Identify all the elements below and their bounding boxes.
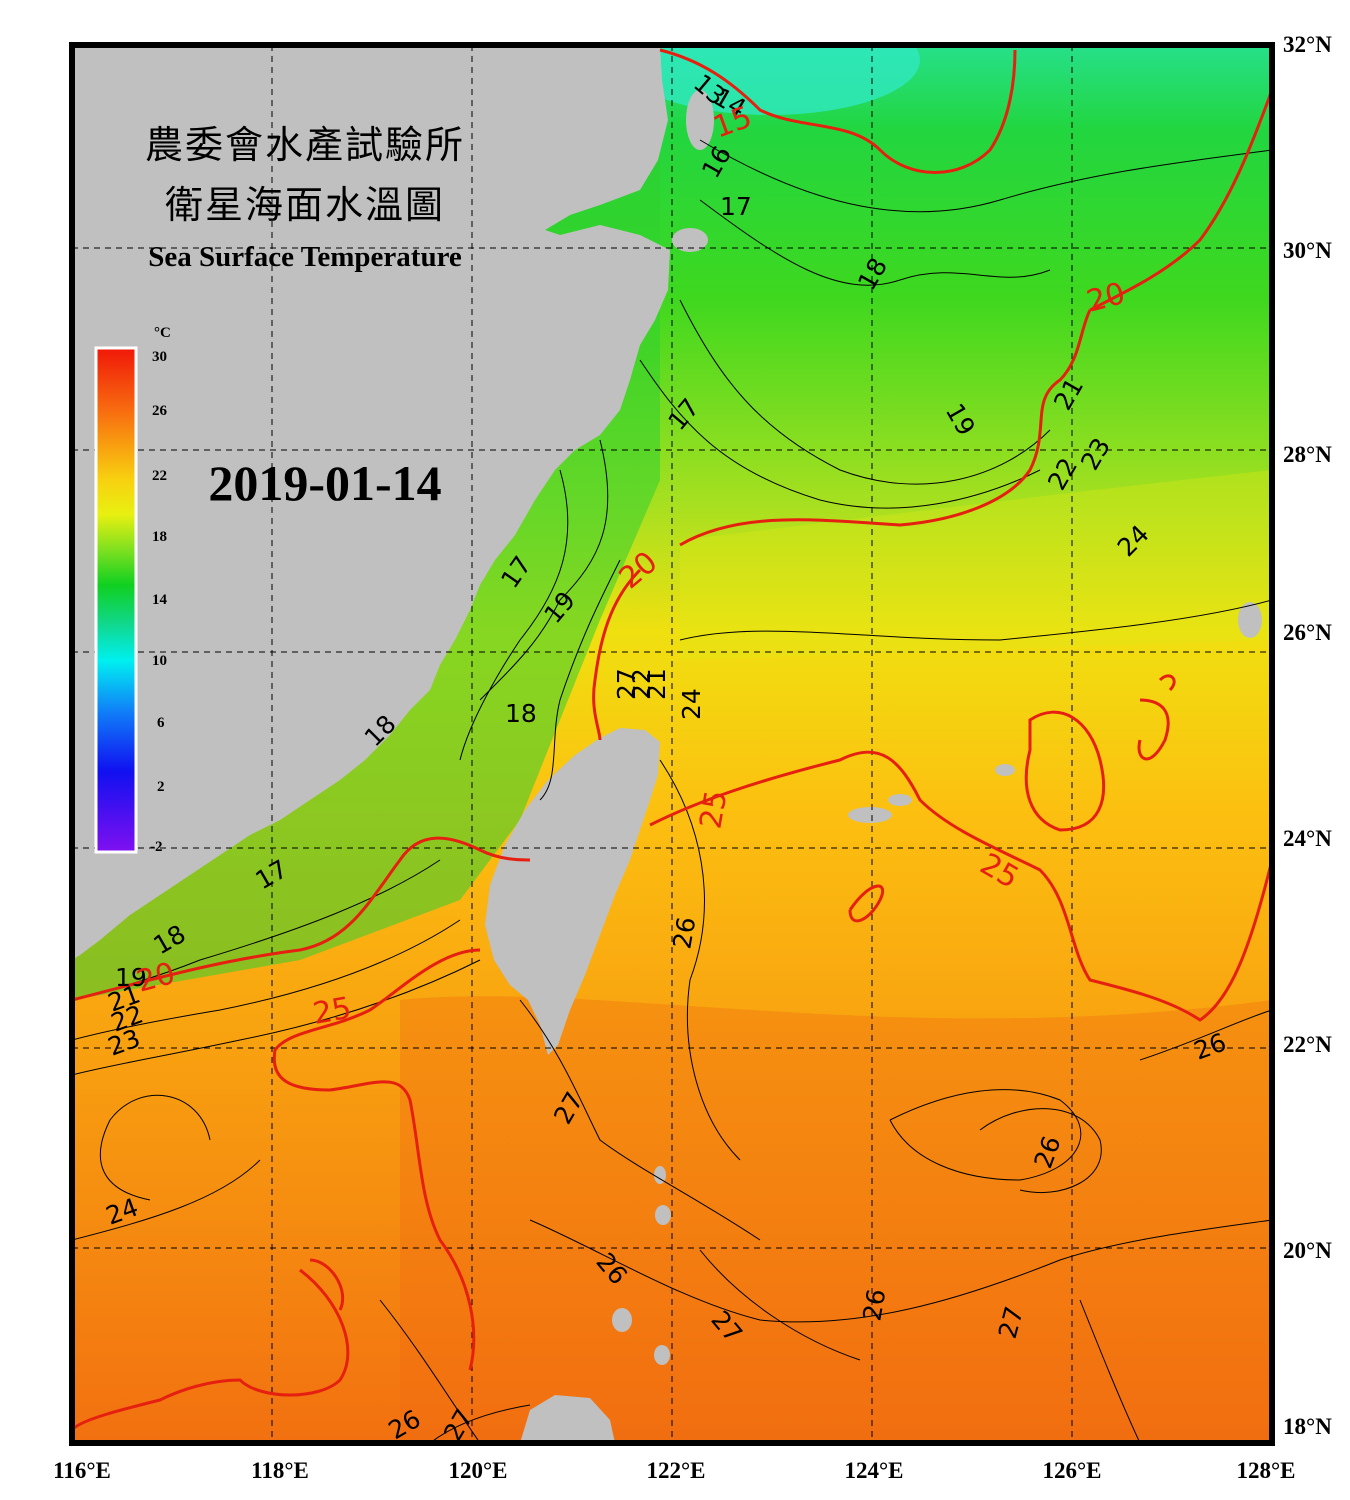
color-scale-tick: 6: [157, 715, 165, 731]
color-scale-tick: 26: [152, 403, 168, 419]
lat-label: 28°N: [1283, 442, 1332, 467]
island-small: [848, 807, 892, 823]
title-line-1: 農委會水產試驗所: [145, 123, 465, 167]
island-small: [654, 1166, 666, 1184]
contour-label: 26: [857, 1287, 891, 1323]
contour-label: 17: [720, 192, 752, 221]
contour-label-major: 25: [310, 991, 354, 1032]
color-scale-tick: 18: [152, 529, 167, 545]
color-scale-unit: °C: [154, 325, 171, 341]
island-small: [995, 764, 1015, 776]
map-title: 農委會水產試驗所 衛星海面水溫圖 Sea Surface Temperature: [145, 123, 465, 273]
lon-label: 116°E: [53, 1458, 111, 1483]
lat-label: 26°N: [1283, 620, 1332, 645]
land-luzon: [520, 1395, 615, 1443]
color-scale-tick: 30: [152, 349, 167, 365]
title-english: Sea Surface Temperature: [148, 241, 462, 273]
map-border: [69, 42, 1275, 1446]
land-taiwan: [485, 728, 660, 1055]
isotherms-major: [72, 48, 1272, 1432]
color-scale-tick: 14: [152, 592, 168, 608]
lat-label: 24°N: [1283, 826, 1332, 851]
color-scale: °C 30 26 22 18 14 10 6 2 -2: [94, 325, 171, 855]
color-scale-tick: 22: [152, 468, 167, 484]
color-scale-tick: 2: [157, 779, 165, 795]
island-small: [686, 90, 714, 150]
lat-label: 20°N: [1283, 1238, 1332, 1263]
cold-water-patch: [620, 45, 920, 115]
lat-label: 30°N: [1283, 238, 1332, 263]
island-small: [1238, 602, 1262, 638]
longitude-labels: 116°E 118°E 120°E 122°E 124°E 126°E 128°…: [53, 1458, 1295, 1483]
grid: [72, 45, 1272, 1443]
lon-label: 128°E: [1236, 1458, 1295, 1483]
color-scale-tick: 10: [152, 653, 167, 669]
lon-label: 118°E: [251, 1458, 309, 1483]
lon-label: 122°E: [646, 1458, 705, 1483]
color-scale-bar: [94, 346, 138, 854]
contour-label: 27: [612, 668, 641, 700]
island-small: [888, 794, 912, 806]
contour-label: 22: [627, 668, 656, 700]
island-small: [654, 1345, 670, 1365]
warm-pool-south: [400, 996, 1272, 1443]
latitude-labels: 32°N 30°N 28°N 26°N 24°N 22°N 20°N 18°N: [1283, 32, 1332, 1439]
isotherms-minor: [72, 139, 1272, 1443]
title-line-2: 衛星海面水溫圖: [165, 183, 445, 227]
contour-label: 26: [667, 915, 701, 951]
contour-label-major: 25: [693, 788, 734, 832]
color-scale-tick: -2: [150, 839, 163, 855]
lat-label: 32°N: [1283, 32, 1332, 57]
warm-band-east: [680, 470, 1272, 660]
contour-label: 18: [505, 699, 537, 728]
lat-label: 18°N: [1283, 1414, 1332, 1439]
contour-label: 21: [642, 668, 671, 700]
contour-label: 19: [115, 963, 147, 992]
island-small: [612, 1308, 632, 1332]
land-mainland-china: [72, 45, 670, 960]
lon-label: 120°E: [448, 1458, 507, 1483]
island-small: [655, 1205, 671, 1225]
lon-label: 124°E: [844, 1458, 903, 1483]
lon-label: 126°E: [1042, 1458, 1101, 1483]
map-date: 2019-01-14: [208, 455, 441, 511]
island-small: [672, 228, 708, 252]
lat-label: 22°N: [1283, 1032, 1332, 1057]
contour-label: 24: [677, 688, 706, 720]
